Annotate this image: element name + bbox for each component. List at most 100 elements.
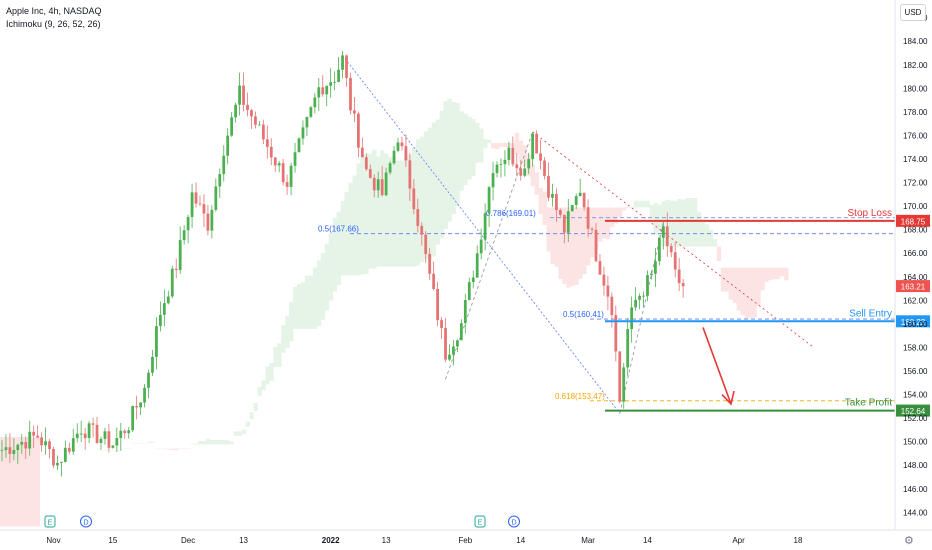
cloud-segment (439, 110, 444, 239)
y-tick-label: 174.00 (903, 155, 928, 164)
candle-body (246, 104, 249, 111)
candle-body (456, 340, 459, 347)
cloud-segment (130, 442, 136, 444)
price-tag (896, 315, 930, 328)
event-marker-label: D (511, 520, 516, 527)
event-marker-label: D (83, 520, 88, 527)
y-tick-label: 164.00 (903, 273, 928, 282)
candle-body (166, 296, 170, 304)
candle-body (222, 155, 226, 175)
price-tag (896, 404, 930, 417)
candle-body (638, 295, 641, 300)
event-marker-label: E (478, 520, 483, 527)
candle-body (190, 192, 194, 217)
last-price-text: 163.21 (901, 283, 926, 292)
trend-line (619, 222, 664, 414)
cloud-segment (150, 441, 155, 443)
candle-body (83, 433, 87, 439)
fib-label: 0.5(160.41) (563, 310, 604, 319)
candle-body (24, 441, 28, 449)
cloud-segment (542, 191, 547, 225)
y-tick-label: 184.00 (903, 37, 928, 46)
candle-body (459, 323, 463, 341)
candle-body (230, 117, 234, 136)
candle-body (440, 320, 443, 328)
candle-body (511, 147, 515, 165)
candle-body (20, 441, 24, 445)
candle-body (681, 283, 685, 287)
cloud-segment (724, 267, 730, 292)
y-tick-label: 156.00 (903, 367, 928, 376)
candle-body (558, 209, 562, 215)
currency-button[interactable]: USD (900, 4, 926, 21)
cloud-segment (752, 267, 757, 318)
cloud-segment (748, 267, 753, 318)
candle-body (491, 173, 495, 188)
candle-body (630, 307, 634, 330)
cloud-segment (562, 207, 567, 284)
cloud-segment (534, 172, 539, 195)
cloud-segment (217, 440, 223, 445)
candle-body (107, 431, 111, 448)
last-price-tag (896, 280, 930, 293)
cloud-segment (289, 301, 294, 342)
candle-body (48, 441, 51, 450)
candle-body (388, 163, 392, 173)
cloud-segment (712, 239, 718, 247)
cloud-segment (597, 207, 603, 242)
cloud-segment (483, 139, 488, 148)
cloud-segment (463, 113, 468, 186)
cloud-segment (277, 343, 282, 368)
cloud-segment (261, 380, 266, 391)
cloud-segment (186, 448, 191, 450)
candle-body (598, 261, 602, 275)
candle-body (159, 314, 162, 327)
y-tick-label: 182.00 (903, 61, 928, 70)
price-tag-text: 152.64 (901, 407, 926, 416)
cloud-segment (693, 198, 698, 247)
candle-body (214, 186, 218, 210)
y-tick-label: 168.00 (903, 226, 928, 235)
price-tag-text: 160.22 (901, 318, 926, 327)
candle-body (404, 146, 408, 161)
candle-body (345, 55, 348, 78)
cloud-segment (273, 346, 278, 368)
candle-body (376, 179, 380, 191)
cloud-segment (550, 207, 555, 264)
candle-body (16, 444, 20, 451)
y-tick-label: 162.00 (903, 296, 928, 305)
candle-body (170, 268, 174, 297)
cloud-segment (324, 243, 330, 311)
y-tick-label: 146.00 (903, 485, 928, 494)
cloud-segment (601, 207, 607, 238)
cloud-segment (158, 448, 163, 450)
candle-body (135, 406, 139, 408)
x-tick-label: 14 (516, 536, 525, 545)
cloud-segment (110, 450, 116, 452)
candle-body (527, 159, 531, 169)
candle-body (162, 303, 166, 315)
candle-body (618, 351, 622, 402)
cloud-segment (637, 200, 642, 208)
cloud-segment (265, 366, 270, 385)
cloud-segment (629, 207, 635, 208)
candle-body (60, 461, 63, 463)
cloud-segment (178, 448, 183, 450)
candle-body (574, 196, 578, 205)
candle-body (602, 274, 606, 286)
cloud-segment (332, 218, 338, 292)
cloud-segment (582, 207, 587, 275)
candle-body (0, 450, 4, 451)
candle-body (673, 252, 677, 270)
cloud-segment (514, 132, 520, 155)
candle-body (479, 239, 483, 254)
candle-body (487, 187, 491, 214)
candle-body (147, 372, 150, 388)
cloud-segment (435, 119, 440, 245)
gear-icon[interactable]: ⚙ (904, 535, 914, 547)
y-tick-label: 176.00 (903, 131, 928, 140)
x-tick-label: 18 (794, 536, 803, 545)
cloud-segment (285, 316, 290, 348)
candle-body (333, 81, 337, 83)
